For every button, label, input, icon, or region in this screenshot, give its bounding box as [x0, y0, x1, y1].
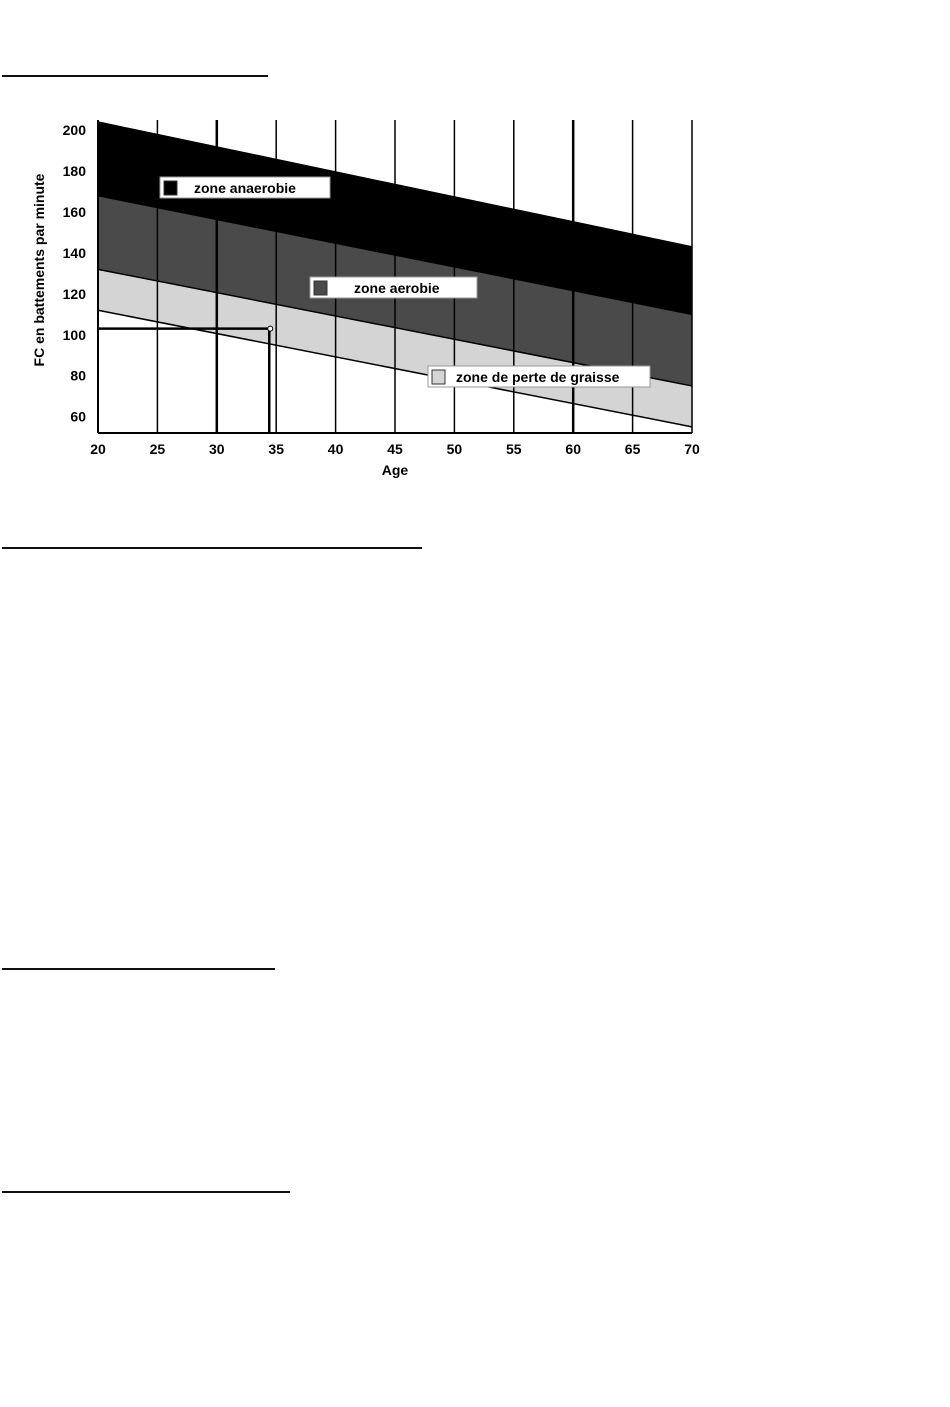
legend-swatch-0 [163, 180, 178, 196]
legend-label-0: zone anaerobie [194, 180, 296, 196]
y-tick-label: 100 [63, 327, 87, 343]
y-axis-label: FC en battements par minute [31, 173, 47, 366]
heading-underline-1 [2, 75, 268, 77]
y-tick-label: 120 [63, 286, 87, 302]
legend-box-0 [159, 176, 331, 199]
x-tick-label: 45 [387, 441, 403, 457]
y-tick-label: 80 [70, 368, 86, 384]
x-tick-label: 40 [328, 441, 344, 457]
legend-label-2: zone de perte de graisse [456, 369, 620, 385]
x-tick-label: 20 [90, 441, 106, 457]
legend-label-1: zone aerobie [354, 280, 440, 296]
heading-underline-3 [2, 968, 275, 970]
reference-point [267, 325, 274, 332]
boundary-line-max [97, 121, 693, 248]
x-tick-label: 25 [150, 441, 166, 457]
y-tick-label: 180 [63, 163, 87, 179]
legend-swatch-1 [313, 280, 328, 296]
x-axis-label: Age [382, 462, 409, 478]
y-tick-label: 140 [63, 245, 87, 261]
y-tick-label: 60 [70, 409, 86, 425]
legend-box-2 [427, 365, 651, 388]
legend-swatch-2 [431, 369, 446, 385]
heading-underline-2 [2, 547, 422, 549]
x-tick-label: 70 [684, 441, 700, 457]
x-tick-label: 50 [447, 441, 463, 457]
boundary-line-anaerobic_lower [97, 194, 693, 316]
x-tick-label: 35 [268, 441, 284, 457]
y-tick-label: 200 [63, 122, 87, 138]
x-tick-label: 60 [565, 441, 581, 457]
heading-underline-4 [2, 1191, 290, 1193]
legend-box-1 [309, 276, 478, 299]
x-tick-label: 30 [209, 441, 225, 457]
x-tick-label: 55 [506, 441, 522, 457]
x-tick-label: 65 [625, 441, 641, 457]
y-tick-label: 160 [63, 204, 87, 220]
heart-rate-zone-chart: 20 25 30 35 40 45 50 55 60 65 70 60 80 100 120 140 160 18… [31, 120, 700, 478]
